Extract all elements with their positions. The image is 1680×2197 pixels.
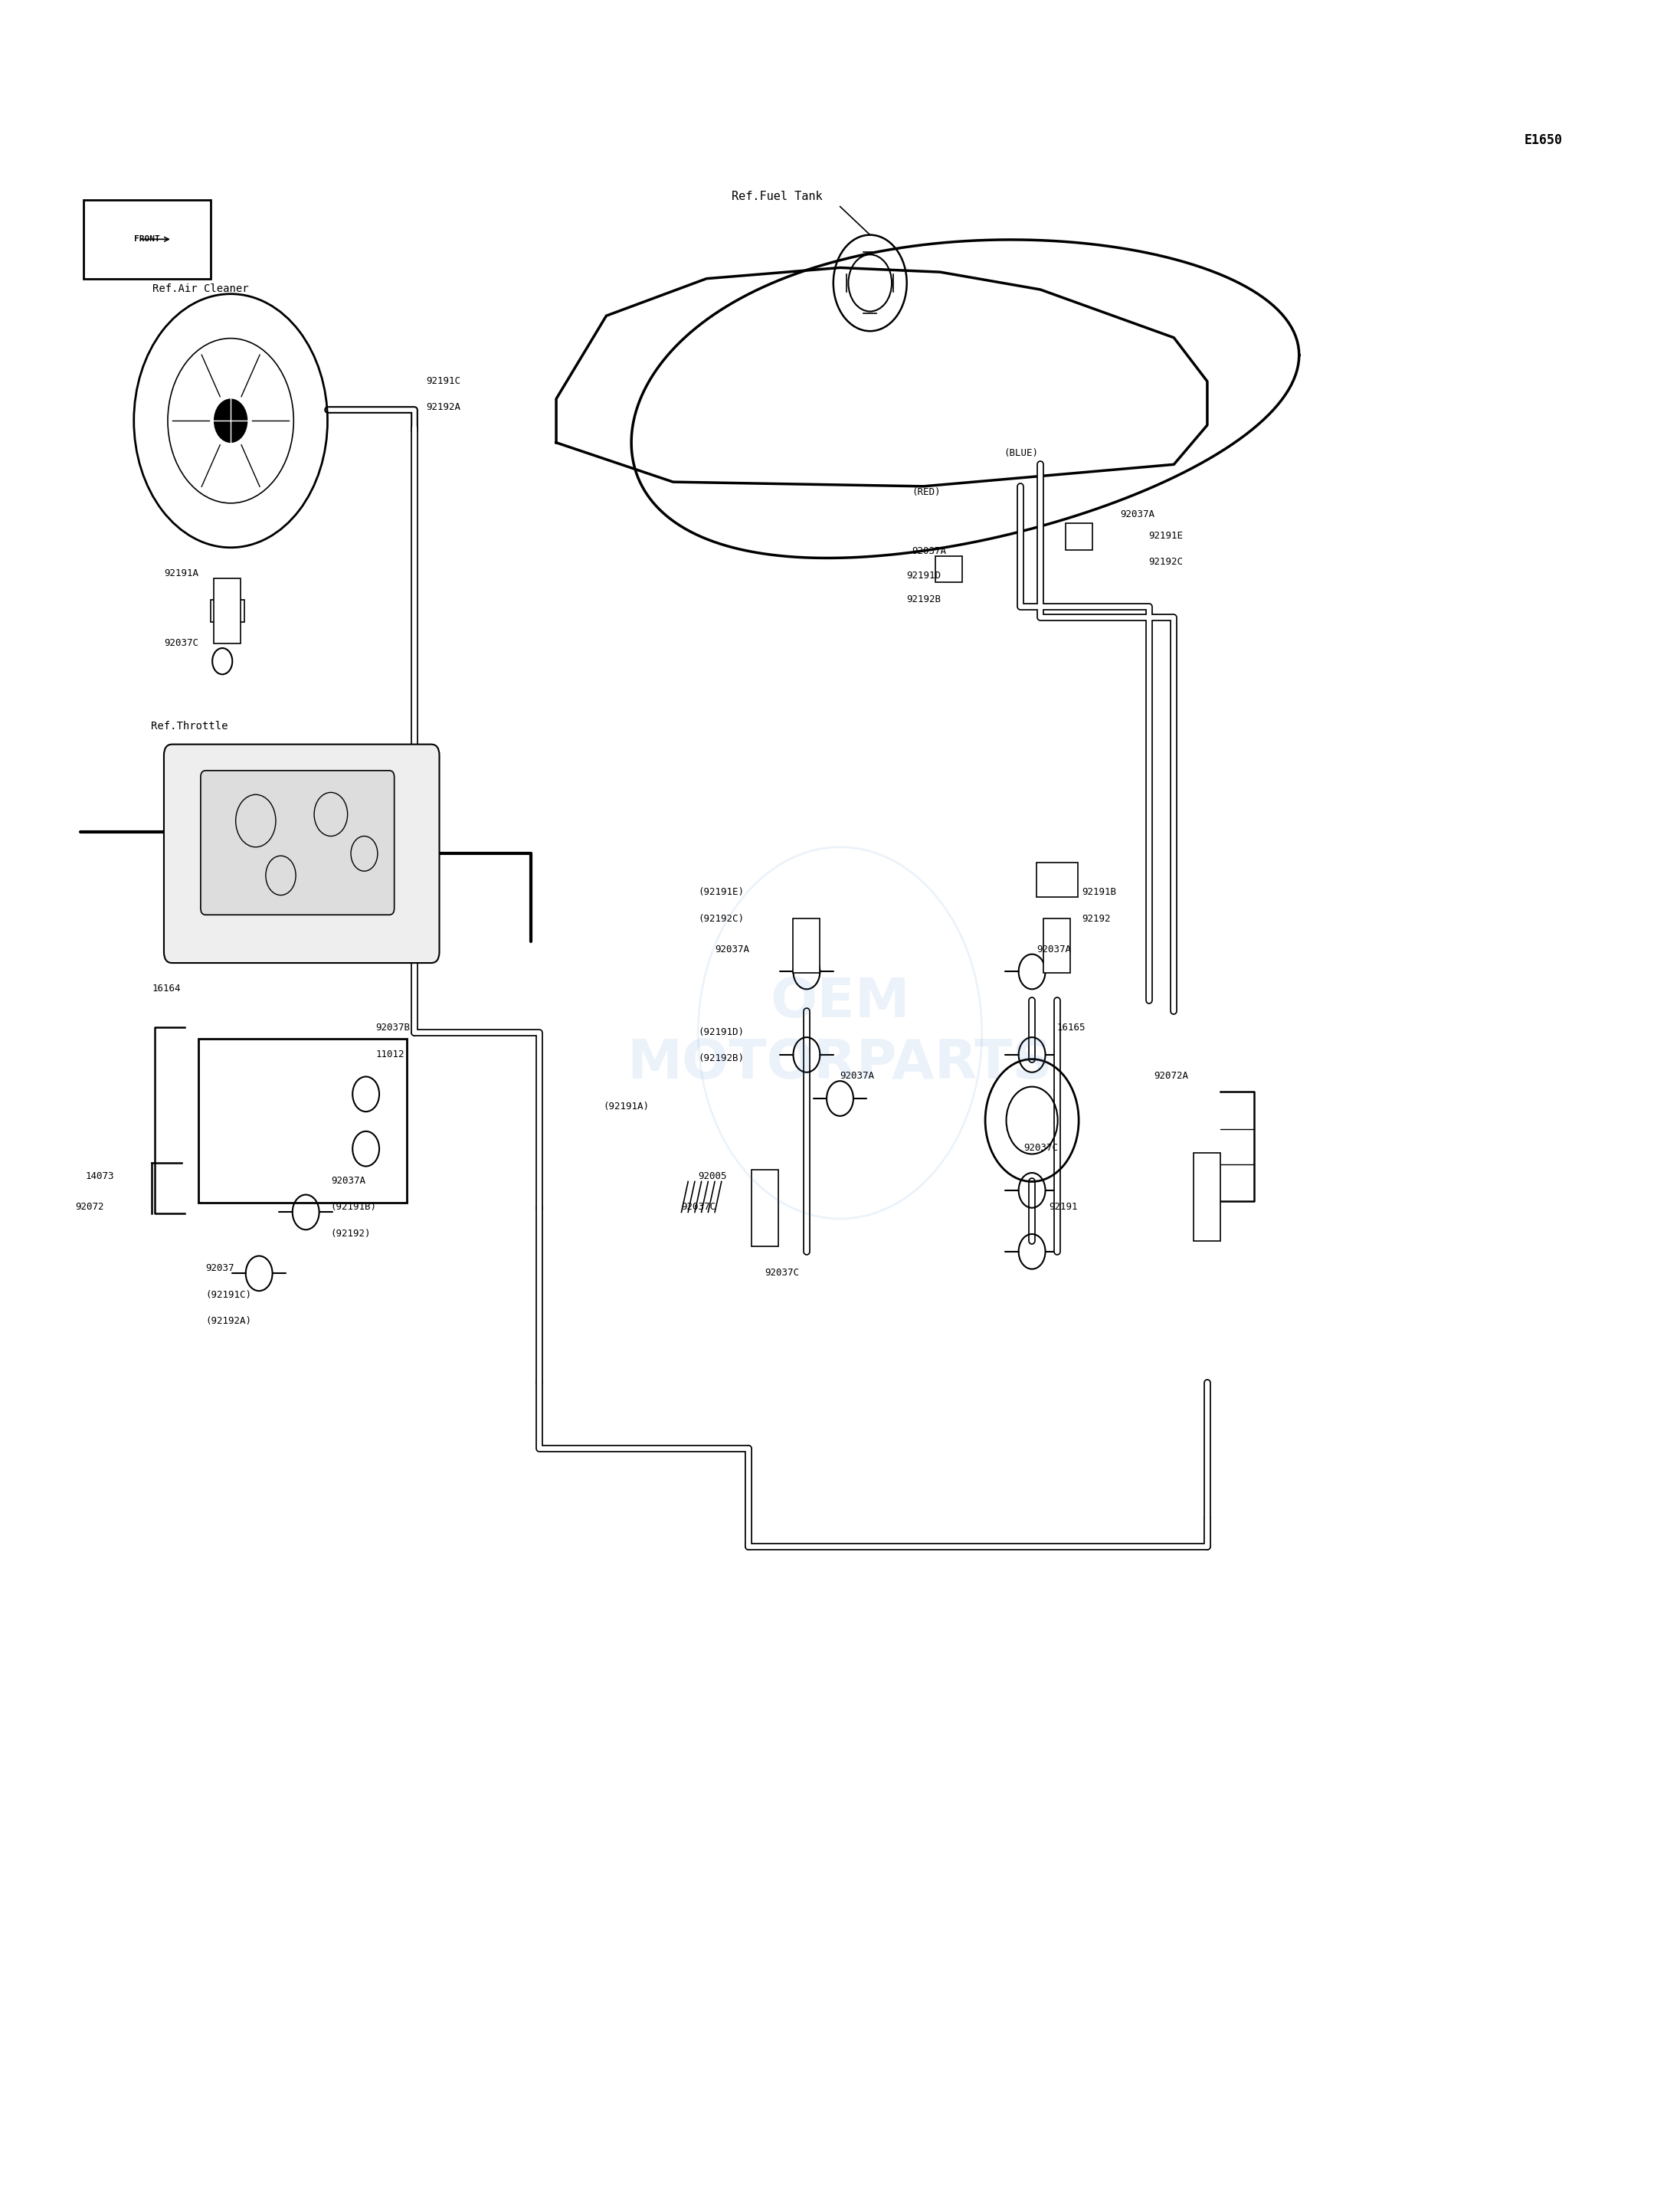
Text: (BLUE): (BLUE) [1003, 448, 1038, 457]
Text: 11012: 11012 [376, 1050, 405, 1059]
FancyBboxPatch shape [165, 745, 440, 962]
Text: E1650: E1650 [1524, 134, 1562, 147]
Text: (92191E): (92191E) [699, 888, 744, 896]
Text: 92191C: 92191C [427, 376, 460, 387]
Text: (92191A): (92191A) [603, 1101, 648, 1112]
Text: 92191D: 92191D [907, 571, 941, 580]
Text: 92037C: 92037C [764, 1268, 800, 1279]
Text: 92037B: 92037B [376, 1024, 410, 1033]
Bar [198, 1039, 407, 1202]
Text: 92192B: 92192B [907, 595, 941, 604]
Text: 92037A: 92037A [840, 1072, 875, 1081]
Text: (92191D): (92191D) [699, 1028, 744, 1037]
FancyBboxPatch shape [1065, 523, 1092, 549]
Text: 92005: 92005 [699, 1171, 727, 1182]
Text: Ref.Air Cleaner: Ref.Air Cleaner [153, 283, 249, 294]
Text: Ref.Throttle: Ref.Throttle [151, 721, 227, 732]
Text: (92192): (92192) [331, 1228, 371, 1239]
Bar [213, 578, 240, 644]
Text: 92191: 92191 [1048, 1202, 1077, 1213]
Text: 92037C: 92037C [165, 637, 198, 648]
FancyBboxPatch shape [936, 556, 963, 582]
Text: 14073: 14073 [86, 1171, 114, 1182]
Text: 92037A: 92037A [912, 547, 946, 556]
Text: 92072: 92072 [76, 1202, 104, 1213]
Text: 92191A: 92191A [165, 569, 198, 578]
FancyBboxPatch shape [210, 600, 244, 622]
Bar [1043, 918, 1070, 973]
Text: FRONT: FRONT [134, 235, 160, 244]
Text: 92191E: 92191E [1149, 532, 1183, 540]
Bar [793, 918, 820, 973]
Text: 92037C: 92037C [1023, 1142, 1058, 1153]
Text: 92037: 92037 [205, 1263, 235, 1274]
Text: 92072A: 92072A [1154, 1072, 1188, 1081]
Text: 92037A: 92037A [1121, 510, 1154, 518]
Text: 16164: 16164 [153, 984, 181, 993]
Text: (RED): (RED) [912, 488, 941, 497]
Text: 92191B: 92191B [1082, 888, 1117, 896]
Text: 92037A: 92037A [714, 945, 749, 953]
Text: 92192A: 92192A [427, 402, 460, 413]
Text: (92192B): (92192B) [699, 1055, 744, 1063]
Circle shape [215, 400, 247, 442]
Text: 92037C: 92037C [682, 1202, 716, 1213]
Bar [1037, 863, 1079, 896]
Text: 16165: 16165 [1057, 1024, 1085, 1033]
Text: Ref.Fuel Tank: Ref.Fuel Tank [731, 191, 823, 202]
Text: (92191B): (92191B) [331, 1202, 376, 1213]
Text: OEM
MOTORPARTS: OEM MOTORPARTS [627, 975, 1053, 1090]
FancyBboxPatch shape [84, 200, 210, 279]
Text: 92192C: 92192C [1149, 558, 1183, 567]
FancyBboxPatch shape [200, 771, 395, 914]
Bar [751, 1169, 778, 1246]
Text: 92192: 92192 [1082, 914, 1110, 923]
Text: (92192A): (92192A) [205, 1316, 252, 1325]
Text: 92037A: 92037A [331, 1175, 365, 1186]
Bar [1194, 1153, 1221, 1241]
Text: (92192C): (92192C) [699, 914, 744, 923]
Text: 92037A: 92037A [1037, 945, 1072, 953]
Text: (92191C): (92191C) [205, 1290, 252, 1301]
